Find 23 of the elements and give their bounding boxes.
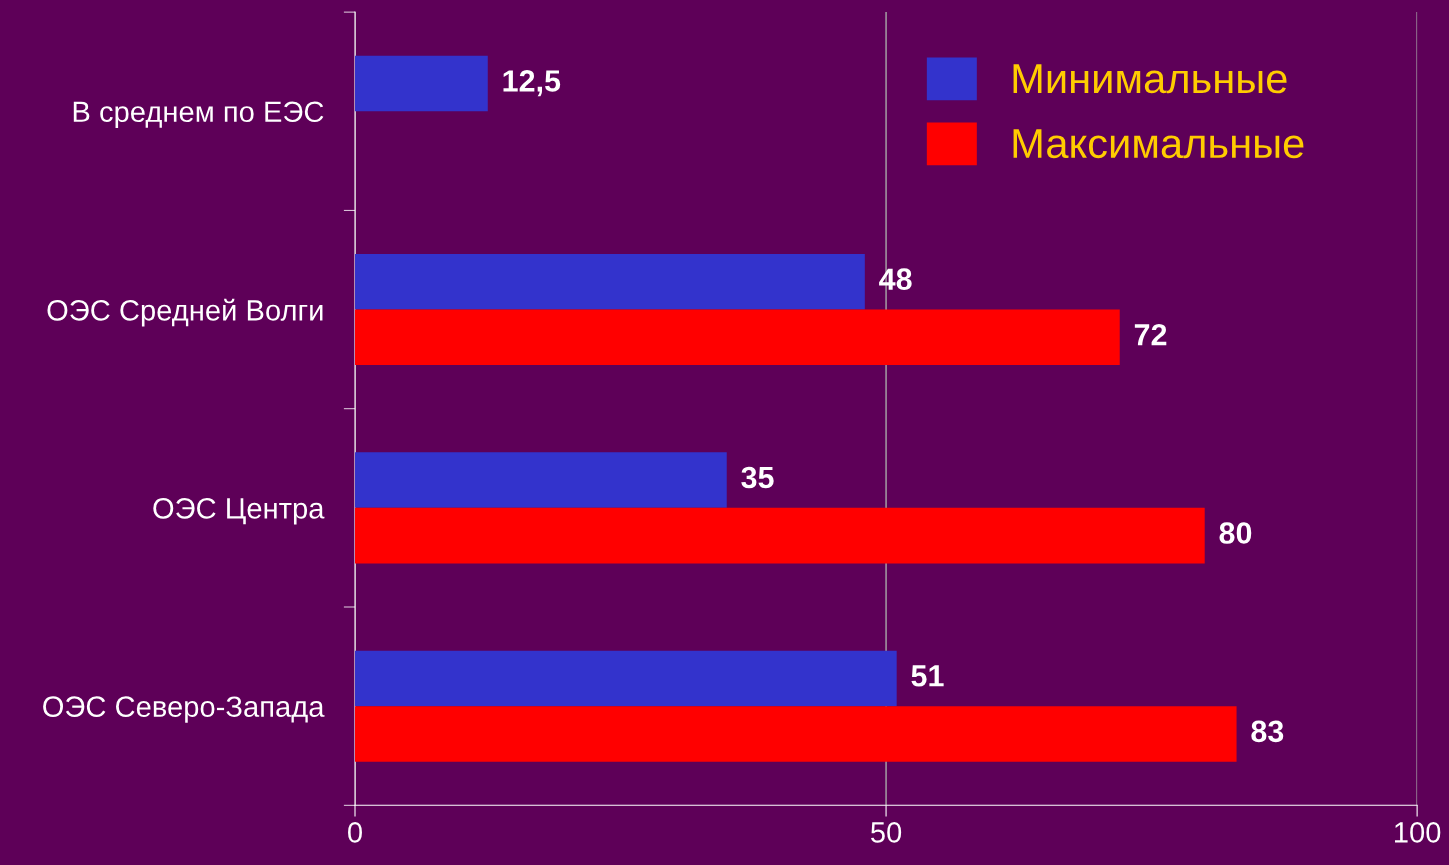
y-tick-label: ОЭС Средней Волги	[47, 298, 323, 327]
y-tick-label: ОЭС Центра	[153, 498, 325, 525]
x-tick-label: 0	[348, 822, 362, 843]
legend-label: Минимальные	[1013, 64, 1287, 94]
data-label: 51	[911, 665, 944, 687]
data-label: 12,5	[503, 70, 561, 97]
data-label: 72	[1134, 323, 1167, 346]
x-tick-label: 100	[1395, 822, 1441, 843]
bar	[355, 452, 727, 508]
bar	[355, 706, 1237, 762]
bar	[355, 650, 897, 707]
bar	[355, 254, 865, 310]
bar	[355, 507, 1205, 564]
bar	[355, 309, 1120, 366]
bar	[355, 55, 488, 112]
data-label: 48	[879, 268, 912, 290]
data-label: 35	[741, 466, 774, 489]
y-tick-label: ОЭС Северо-Запада	[43, 696, 325, 723]
data-label: 80	[1219, 522, 1252, 544]
y-tick-label: В среднем по ЕЭС	[73, 101, 324, 128]
x-tick-label: 50	[871, 822, 902, 843]
legend-label: Максимальные	[1013, 129, 1304, 159]
data-label: 83	[1251, 720, 1284, 743]
